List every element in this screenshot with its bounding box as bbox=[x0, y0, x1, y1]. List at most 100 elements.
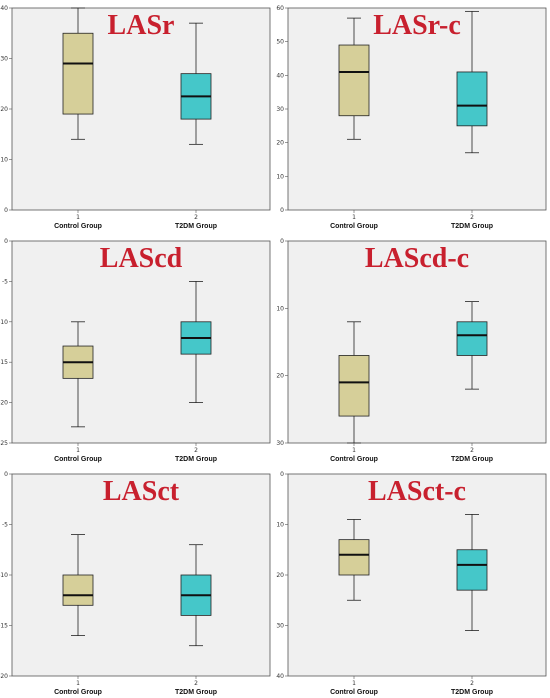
plot-area bbox=[287, 7, 547, 211]
box-t2dm bbox=[456, 10, 488, 154]
x-category-label: Control Group bbox=[330, 689, 378, 696]
boxplot-svg: -25 -20 -15 -10 -5 0 LAScd 1 Control Group 2 T2DM … bbox=[0, 238, 271, 463]
y-tick-label: 20 bbox=[0, 106, 8, 113]
y-tick-label: 10 bbox=[0, 157, 8, 164]
y-tick-label: 30 bbox=[0, 56, 8, 63]
chart-title: LASct-c bbox=[368, 476, 466, 507]
x-tick-number: 2 bbox=[470, 680, 474, 687]
y-tick-label: -25 bbox=[0, 440, 8, 447]
y-tick-label: 60 bbox=[276, 5, 284, 12]
chart-title: LASct bbox=[103, 476, 180, 507]
y-tick-label: -5 bbox=[2, 522, 8, 529]
x-category-label: Control Group bbox=[330, 456, 378, 463]
x-category-label: T2DM Group bbox=[451, 223, 493, 230]
x-tick-number: 1 bbox=[76, 214, 80, 221]
chart-panel-6: -40 -30 -20 -10 0 LASct-c 1 Control Group 2 T2DM … bbox=[276, 466, 549, 698]
x-tick-number: 2 bbox=[194, 447, 198, 454]
x-tick-number: 1 bbox=[76, 447, 80, 454]
y-tick-label: -40 bbox=[276, 673, 284, 680]
y-tick-label: 20 bbox=[276, 140, 284, 147]
y-tick-label: -10 bbox=[276, 305, 284, 312]
y-tick-label: -20 bbox=[276, 572, 284, 579]
x-tick-number: 1 bbox=[352, 680, 356, 687]
box-iqr bbox=[62, 32, 94, 115]
x-category-label: Control Group bbox=[54, 689, 102, 696]
y-tick-label: -10 bbox=[276, 522, 284, 529]
x-category-label: T2DM Group bbox=[175, 223, 217, 230]
plot-area bbox=[11, 7, 271, 211]
y-tick-label: 30 bbox=[276, 106, 284, 113]
box-control bbox=[62, 321, 94, 428]
y-tick-label: -10 bbox=[0, 319, 8, 326]
x-tick-number: 1 bbox=[352, 214, 356, 221]
box-control bbox=[338, 321, 370, 444]
chart-panel-5: -20 -15 -10 -5 0 LASct 1 Control Group 2 T2DM Gro… bbox=[0, 466, 273, 698]
chart-title: LASr-c bbox=[373, 10, 461, 41]
boxplot-svg: -30 -20 -10 0 LAScd-c 1 Control Group 2 T2DM Gro… bbox=[276, 238, 547, 463]
y-tick-label: -15 bbox=[0, 623, 8, 630]
boxplot-svg: 0 10 20 30 40 50 60 LASr-c 1 Control Group 2 T2DM G… bbox=[276, 5, 547, 230]
y-tick-label: 0 bbox=[4, 207, 8, 214]
x-tick-number: 2 bbox=[194, 214, 198, 221]
y-tick-label: -30 bbox=[276, 440, 284, 447]
y-tick-label: 40 bbox=[276, 72, 284, 79]
plot-area bbox=[11, 240, 271, 444]
y-tick-label: 50 bbox=[276, 39, 284, 46]
box-t2dm bbox=[456, 301, 488, 390]
x-tick-number: 1 bbox=[352, 447, 356, 454]
x-category-label: T2DM Group bbox=[175, 689, 217, 696]
x-category-label: T2DM Group bbox=[451, 456, 493, 463]
y-tick-label: 0 bbox=[280, 471, 284, 478]
y-tick-label: 40 bbox=[0, 5, 8, 12]
chart-title: LAScd-c bbox=[365, 243, 469, 274]
box-iqr bbox=[456, 71, 488, 127]
chart-title: LAScd bbox=[100, 243, 183, 274]
y-tick-label: -5 bbox=[2, 278, 8, 285]
box-control bbox=[338, 17, 370, 140]
box-control bbox=[338, 519, 370, 601]
boxplot-svg: 0 10 20 30 40 LASr 1 Control Group 2 T2DM Group bbox=[0, 5, 271, 230]
plot-area bbox=[11, 473, 271, 677]
boxplot-svg: -20 -15 -10 -5 0 LASct 1 Control Group 2 T2DM Gro… bbox=[0, 471, 271, 696]
y-tick-label: -20 bbox=[0, 673, 8, 680]
plot-area bbox=[287, 473, 547, 677]
x-tick-number: 2 bbox=[194, 680, 198, 687]
box-iqr bbox=[338, 355, 370, 417]
x-category-label: T2DM Group bbox=[175, 456, 217, 463]
box-t2dm bbox=[180, 281, 212, 404]
y-tick-label: 0 bbox=[4, 238, 8, 245]
plot-area bbox=[287, 240, 547, 444]
boxplot-svg: -40 -30 -20 -10 0 LASct-c 1 Control Group 2 T2DM … bbox=[276, 471, 547, 696]
y-tick-label: -15 bbox=[0, 359, 8, 366]
box-iqr bbox=[338, 539, 370, 576]
box-control bbox=[62, 534, 94, 637]
y-tick-label: -20 bbox=[276, 373, 284, 380]
y-tick-label: 0 bbox=[280, 238, 284, 245]
box-iqr bbox=[62, 574, 94, 606]
chart-panel-2: 0 10 20 30 40 50 60 LASr-c 1 Control Group 2 T2DM G… bbox=[276, 0, 549, 232]
box-iqr bbox=[338, 44, 370, 117]
x-tick-number: 1 bbox=[76, 680, 80, 687]
box-t2dm bbox=[180, 544, 212, 647]
y-tick-label: 0 bbox=[4, 471, 8, 478]
chart-title: LASr bbox=[108, 10, 175, 41]
box-t2dm bbox=[180, 22, 212, 145]
y-tick-label: 10 bbox=[276, 173, 284, 180]
chart-panel-1: 0 10 20 30 40 LASr 1 Control Group 2 T2DM Group bbox=[0, 0, 273, 232]
x-category-label: Control Group bbox=[330, 223, 378, 230]
y-tick-label: -10 bbox=[0, 572, 8, 579]
y-tick-label: 0 bbox=[280, 207, 284, 214]
x-category-label: Control Group bbox=[54, 456, 102, 463]
x-category-label: T2DM Group bbox=[451, 689, 493, 696]
chart-panel-3: -25 -20 -15 -10 -5 0 LAScd 1 Control Group 2 T2DM … bbox=[0, 233, 273, 465]
box-t2dm bbox=[456, 514, 488, 631]
box-iqr bbox=[456, 549, 488, 591]
y-tick-label: -30 bbox=[276, 623, 284, 630]
x-tick-number: 2 bbox=[470, 214, 474, 221]
y-tick-label: -20 bbox=[0, 400, 8, 407]
x-tick-number: 2 bbox=[470, 447, 474, 454]
x-category-label: Control Group bbox=[54, 223, 102, 230]
box-control bbox=[62, 7, 94, 140]
box-iqr bbox=[456, 321, 488, 356]
chart-panel-4: -30 -20 -10 0 LAScd-c 1 Control Group 2 T2DM Gro… bbox=[276, 233, 549, 465]
